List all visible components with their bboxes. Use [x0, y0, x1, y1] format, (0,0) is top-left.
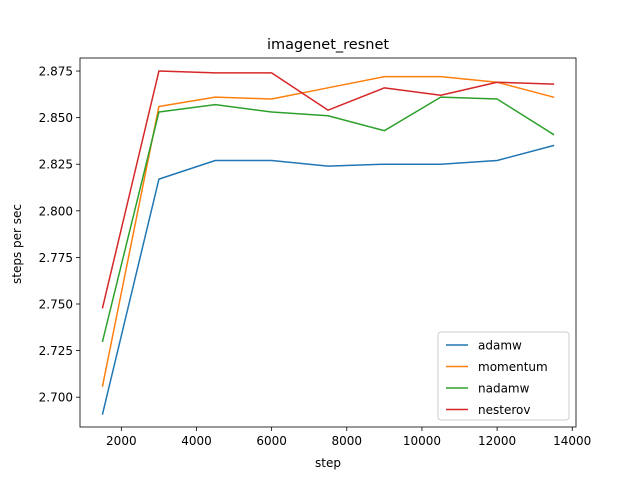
- y-tick-label: 2.700: [39, 391, 73, 405]
- y-tick-label: 2.750: [39, 298, 73, 312]
- y-tick-label: 2.775: [39, 251, 73, 265]
- y-tick-label: 2.800: [39, 204, 73, 218]
- axes-frame: [79, 57, 577, 428]
- y-tick-label: 2.725: [39, 344, 73, 358]
- x-tick-label: 14000: [553, 434, 591, 448]
- y-axis: 2.700 2.725 2.750 2.775 2.800 2.825 2.850 2.875: [39, 65, 80, 405]
- x-tick-label: 4000: [181, 434, 212, 448]
- y-tick-label: 2.825: [39, 158, 73, 172]
- x-tick-label: 10000: [403, 434, 441, 448]
- legend-label-nesterov: nesterov: [478, 403, 530, 417]
- x-axis: 2000 4000 6000 8000 10000 12000 14000: [106, 427, 591, 448]
- legend-label-momentum: momentum: [478, 360, 548, 374]
- y-axis-title: steps per sec: [10, 204, 24, 284]
- plot-area: [79, 57, 577, 428]
- x-tick-label: 6000: [256, 434, 287, 448]
- x-tick-label: 8000: [332, 434, 363, 448]
- x-axis-title: step: [315, 456, 341, 470]
- legend: adamw momentum nadamw nesterov: [437, 331, 570, 421]
- legend-label-adamw: adamw: [478, 339, 522, 353]
- series-line-nadamw: [101, 96, 555, 343]
- y-tick-label: 2.875: [39, 65, 73, 79]
- y-tick-label: 2.850: [39, 111, 73, 125]
- x-tick-label: 2000: [106, 434, 137, 448]
- series-line-adamw: [101, 144, 555, 415]
- legend-box: [437, 331, 570, 421]
- series-line-momentum: [101, 75, 555, 387]
- chart-title: imagenet_resnet: [267, 37, 389, 53]
- x-tick-label: 12000: [478, 434, 516, 448]
- series-line-nesterov: [101, 70, 555, 309]
- legend-label-nadamw: nadamw: [478, 382, 530, 396]
